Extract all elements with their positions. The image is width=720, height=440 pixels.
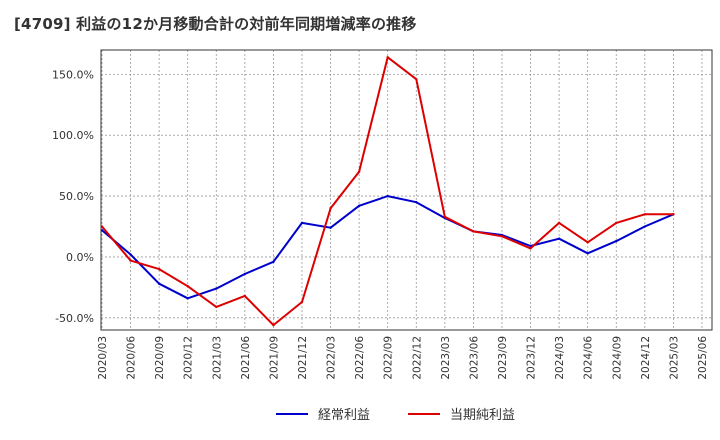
x-tick-label: 2020/03 xyxy=(97,336,109,380)
data-point xyxy=(557,237,561,240)
data-point xyxy=(272,323,275,327)
legend-label: 当期純利益 xyxy=(450,408,515,423)
data-point xyxy=(357,170,361,173)
y-tick-label: 100.0% xyxy=(52,129,94,142)
y-axis-ticks: -50.0% 0.0% 50.0% 100.0% 150.0% xyxy=(52,68,94,324)
legend: 経常利益 当期純利益 xyxy=(276,408,515,423)
x-tick-label: 2021/12 xyxy=(297,336,309,380)
x-tick-label: 2022/12 xyxy=(411,336,423,380)
data-point xyxy=(586,252,589,255)
data-point xyxy=(529,247,532,250)
data-point xyxy=(243,272,247,276)
data-point xyxy=(357,204,361,208)
legend-label: 経常利益 xyxy=(318,408,370,423)
x-tick-label: 2025/06 xyxy=(697,336,709,380)
data-point xyxy=(129,253,132,256)
data-point xyxy=(643,213,647,216)
data-point xyxy=(186,297,189,300)
data-point xyxy=(615,239,618,243)
x-tick-label: 2023/12 xyxy=(526,336,538,380)
x-tick-label: 2022/03 xyxy=(326,336,338,380)
x-tick-label: 2020/06 xyxy=(126,336,138,380)
y-tick-label: 0.0% xyxy=(66,251,94,264)
data-point xyxy=(415,78,418,81)
x-tick-label: 2024/09 xyxy=(611,336,623,380)
x-tick-label: 2025/03 xyxy=(668,336,680,380)
chart-title: [4709] 利益の12か月移動合計の対前年同期増減率の推移 xyxy=(14,15,417,33)
plot-frame xyxy=(100,49,713,331)
data-point xyxy=(272,260,275,264)
data-point xyxy=(186,284,189,288)
y-tick-label: 50.0% xyxy=(59,190,94,203)
x-tick-label: 2021/06 xyxy=(240,336,252,380)
x-tick-label: 2023/09 xyxy=(497,336,509,380)
x-tick-label: 2022/06 xyxy=(354,336,366,380)
data-point xyxy=(500,235,504,238)
x-tick-label: 2023/03 xyxy=(440,336,452,380)
data-point xyxy=(386,194,389,198)
data-point xyxy=(443,215,447,218)
x-tick-label: 2024/03 xyxy=(554,336,566,380)
data-point xyxy=(586,241,589,244)
y-tick-label: -50.0% xyxy=(55,312,94,325)
x-tick-label: 2023/06 xyxy=(468,336,480,380)
data-point xyxy=(243,294,247,298)
data-point xyxy=(557,221,561,225)
x-tick-label: 2024/06 xyxy=(583,336,595,380)
data-point xyxy=(129,259,132,262)
data-point xyxy=(643,225,647,228)
data-point xyxy=(329,207,332,210)
data-point xyxy=(329,226,332,229)
data-point xyxy=(472,230,475,233)
y-tick-label: 150.0% xyxy=(52,68,94,81)
data-point xyxy=(386,56,389,59)
x-tick-label: 2022/09 xyxy=(383,336,395,380)
data-point xyxy=(415,200,418,204)
x-tick-label: 2021/03 xyxy=(211,336,223,380)
data-point xyxy=(215,305,218,309)
data-point xyxy=(157,267,161,271)
x-axis-ticks: 2020/03 2020/06 2020/09 2020/12 2021/03 2021/… xyxy=(97,336,709,380)
x-tick-label: 2021/09 xyxy=(268,336,280,380)
data-point xyxy=(215,287,218,290)
x-tick-label: 2020/12 xyxy=(183,336,195,380)
x-tick-label: 2020/09 xyxy=(154,336,166,380)
x-tick-label: 2024/12 xyxy=(640,336,652,380)
data-point xyxy=(300,221,304,225)
grid-lines xyxy=(101,50,712,330)
data-point xyxy=(615,221,618,225)
data-point xyxy=(300,300,304,304)
data-point xyxy=(672,213,675,216)
data-point xyxy=(157,282,161,285)
